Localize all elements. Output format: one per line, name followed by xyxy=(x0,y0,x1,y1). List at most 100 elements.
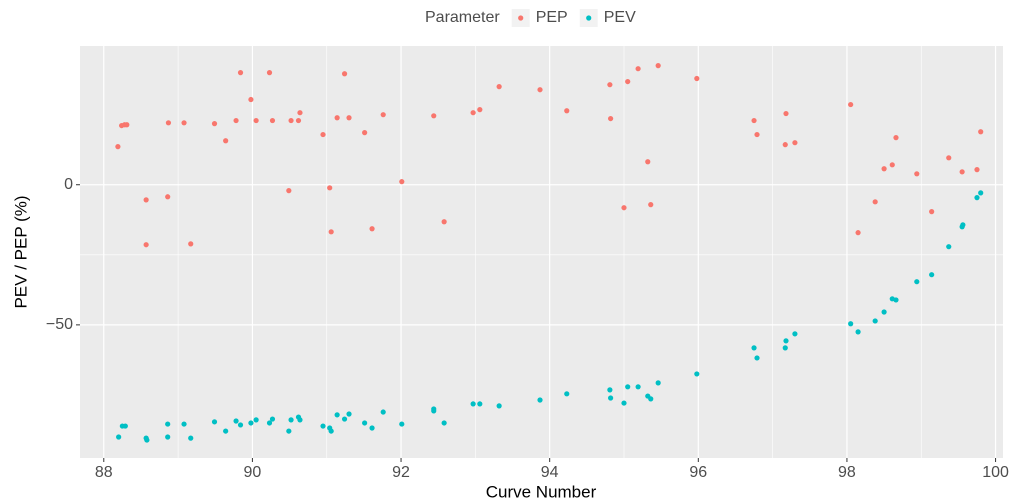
point xyxy=(655,380,661,386)
point xyxy=(441,219,447,225)
x-tick-label: 90 xyxy=(244,464,262,481)
point xyxy=(269,416,276,422)
y-tick-label: 0 xyxy=(64,176,73,193)
point xyxy=(635,384,641,390)
point xyxy=(608,395,614,401)
point xyxy=(783,110,789,117)
point xyxy=(782,142,788,148)
point xyxy=(248,420,254,426)
point xyxy=(960,222,966,228)
point xyxy=(914,171,920,177)
point xyxy=(165,120,172,126)
x-tick-label: 88 xyxy=(95,464,113,481)
point xyxy=(929,209,935,215)
point xyxy=(635,66,641,72)
point xyxy=(320,131,326,138)
point xyxy=(978,190,984,196)
point xyxy=(266,70,273,76)
point xyxy=(889,162,895,168)
point xyxy=(621,400,627,406)
point xyxy=(266,420,273,426)
point xyxy=(188,435,194,441)
point xyxy=(211,419,218,425)
y-tick-label: −50 xyxy=(46,316,73,333)
point xyxy=(295,117,302,124)
point xyxy=(441,420,447,426)
legend-label: PEP xyxy=(536,9,568,26)
point xyxy=(496,403,502,409)
point xyxy=(929,272,935,278)
point xyxy=(320,423,326,429)
point xyxy=(655,63,661,69)
panel xyxy=(80,46,1003,458)
x-axis-title: Curve Number xyxy=(486,482,597,501)
point xyxy=(645,159,651,165)
point xyxy=(621,205,627,211)
x-tick-label: 96 xyxy=(689,464,707,481)
point xyxy=(477,107,483,113)
x-tick-label: 98 xyxy=(838,464,856,481)
point xyxy=(399,421,405,427)
point xyxy=(477,401,483,407)
point xyxy=(872,318,878,324)
point xyxy=(346,115,352,121)
point xyxy=(211,121,218,127)
point xyxy=(782,345,788,351)
point xyxy=(116,434,122,440)
point xyxy=(848,101,854,108)
point xyxy=(237,422,244,428)
point xyxy=(328,428,334,434)
point xyxy=(564,391,570,397)
point xyxy=(143,242,149,248)
point xyxy=(380,409,386,415)
point xyxy=(223,138,229,144)
point xyxy=(537,397,543,403)
point xyxy=(470,401,476,407)
point xyxy=(341,416,348,422)
point xyxy=(380,112,386,118)
point xyxy=(327,185,333,191)
point xyxy=(362,130,368,136)
point xyxy=(974,195,980,201)
legend-symbol xyxy=(586,15,592,21)
point xyxy=(893,297,899,303)
point xyxy=(165,194,171,200)
point xyxy=(855,329,861,335)
point xyxy=(914,279,920,285)
point xyxy=(855,230,861,236)
point xyxy=(754,355,760,361)
point xyxy=(792,331,798,337)
points xyxy=(115,63,984,443)
point xyxy=(328,229,334,235)
point xyxy=(974,167,980,173)
point xyxy=(431,406,437,412)
point xyxy=(792,140,798,146)
point xyxy=(946,244,952,250)
point xyxy=(694,371,700,377)
point xyxy=(537,87,543,93)
point xyxy=(237,70,244,76)
point xyxy=(470,110,476,116)
point xyxy=(648,396,654,402)
point xyxy=(783,338,789,344)
point xyxy=(369,425,375,431)
point xyxy=(751,345,757,351)
point xyxy=(286,188,292,194)
legend-symbol xyxy=(518,15,524,21)
point xyxy=(181,120,187,126)
point xyxy=(253,117,259,124)
point xyxy=(248,96,254,103)
point xyxy=(608,115,614,122)
point xyxy=(334,412,340,418)
x-tick-label: 94 xyxy=(541,464,559,481)
point xyxy=(233,117,239,124)
point xyxy=(115,144,121,150)
y-axis-title: PEV / PEP (%) xyxy=(11,195,30,308)
x-tick-label: 100 xyxy=(982,464,1009,481)
point xyxy=(143,197,149,203)
x-tick-label: 92 xyxy=(392,464,410,481)
point xyxy=(625,78,631,85)
point xyxy=(288,117,294,124)
point xyxy=(881,309,887,315)
